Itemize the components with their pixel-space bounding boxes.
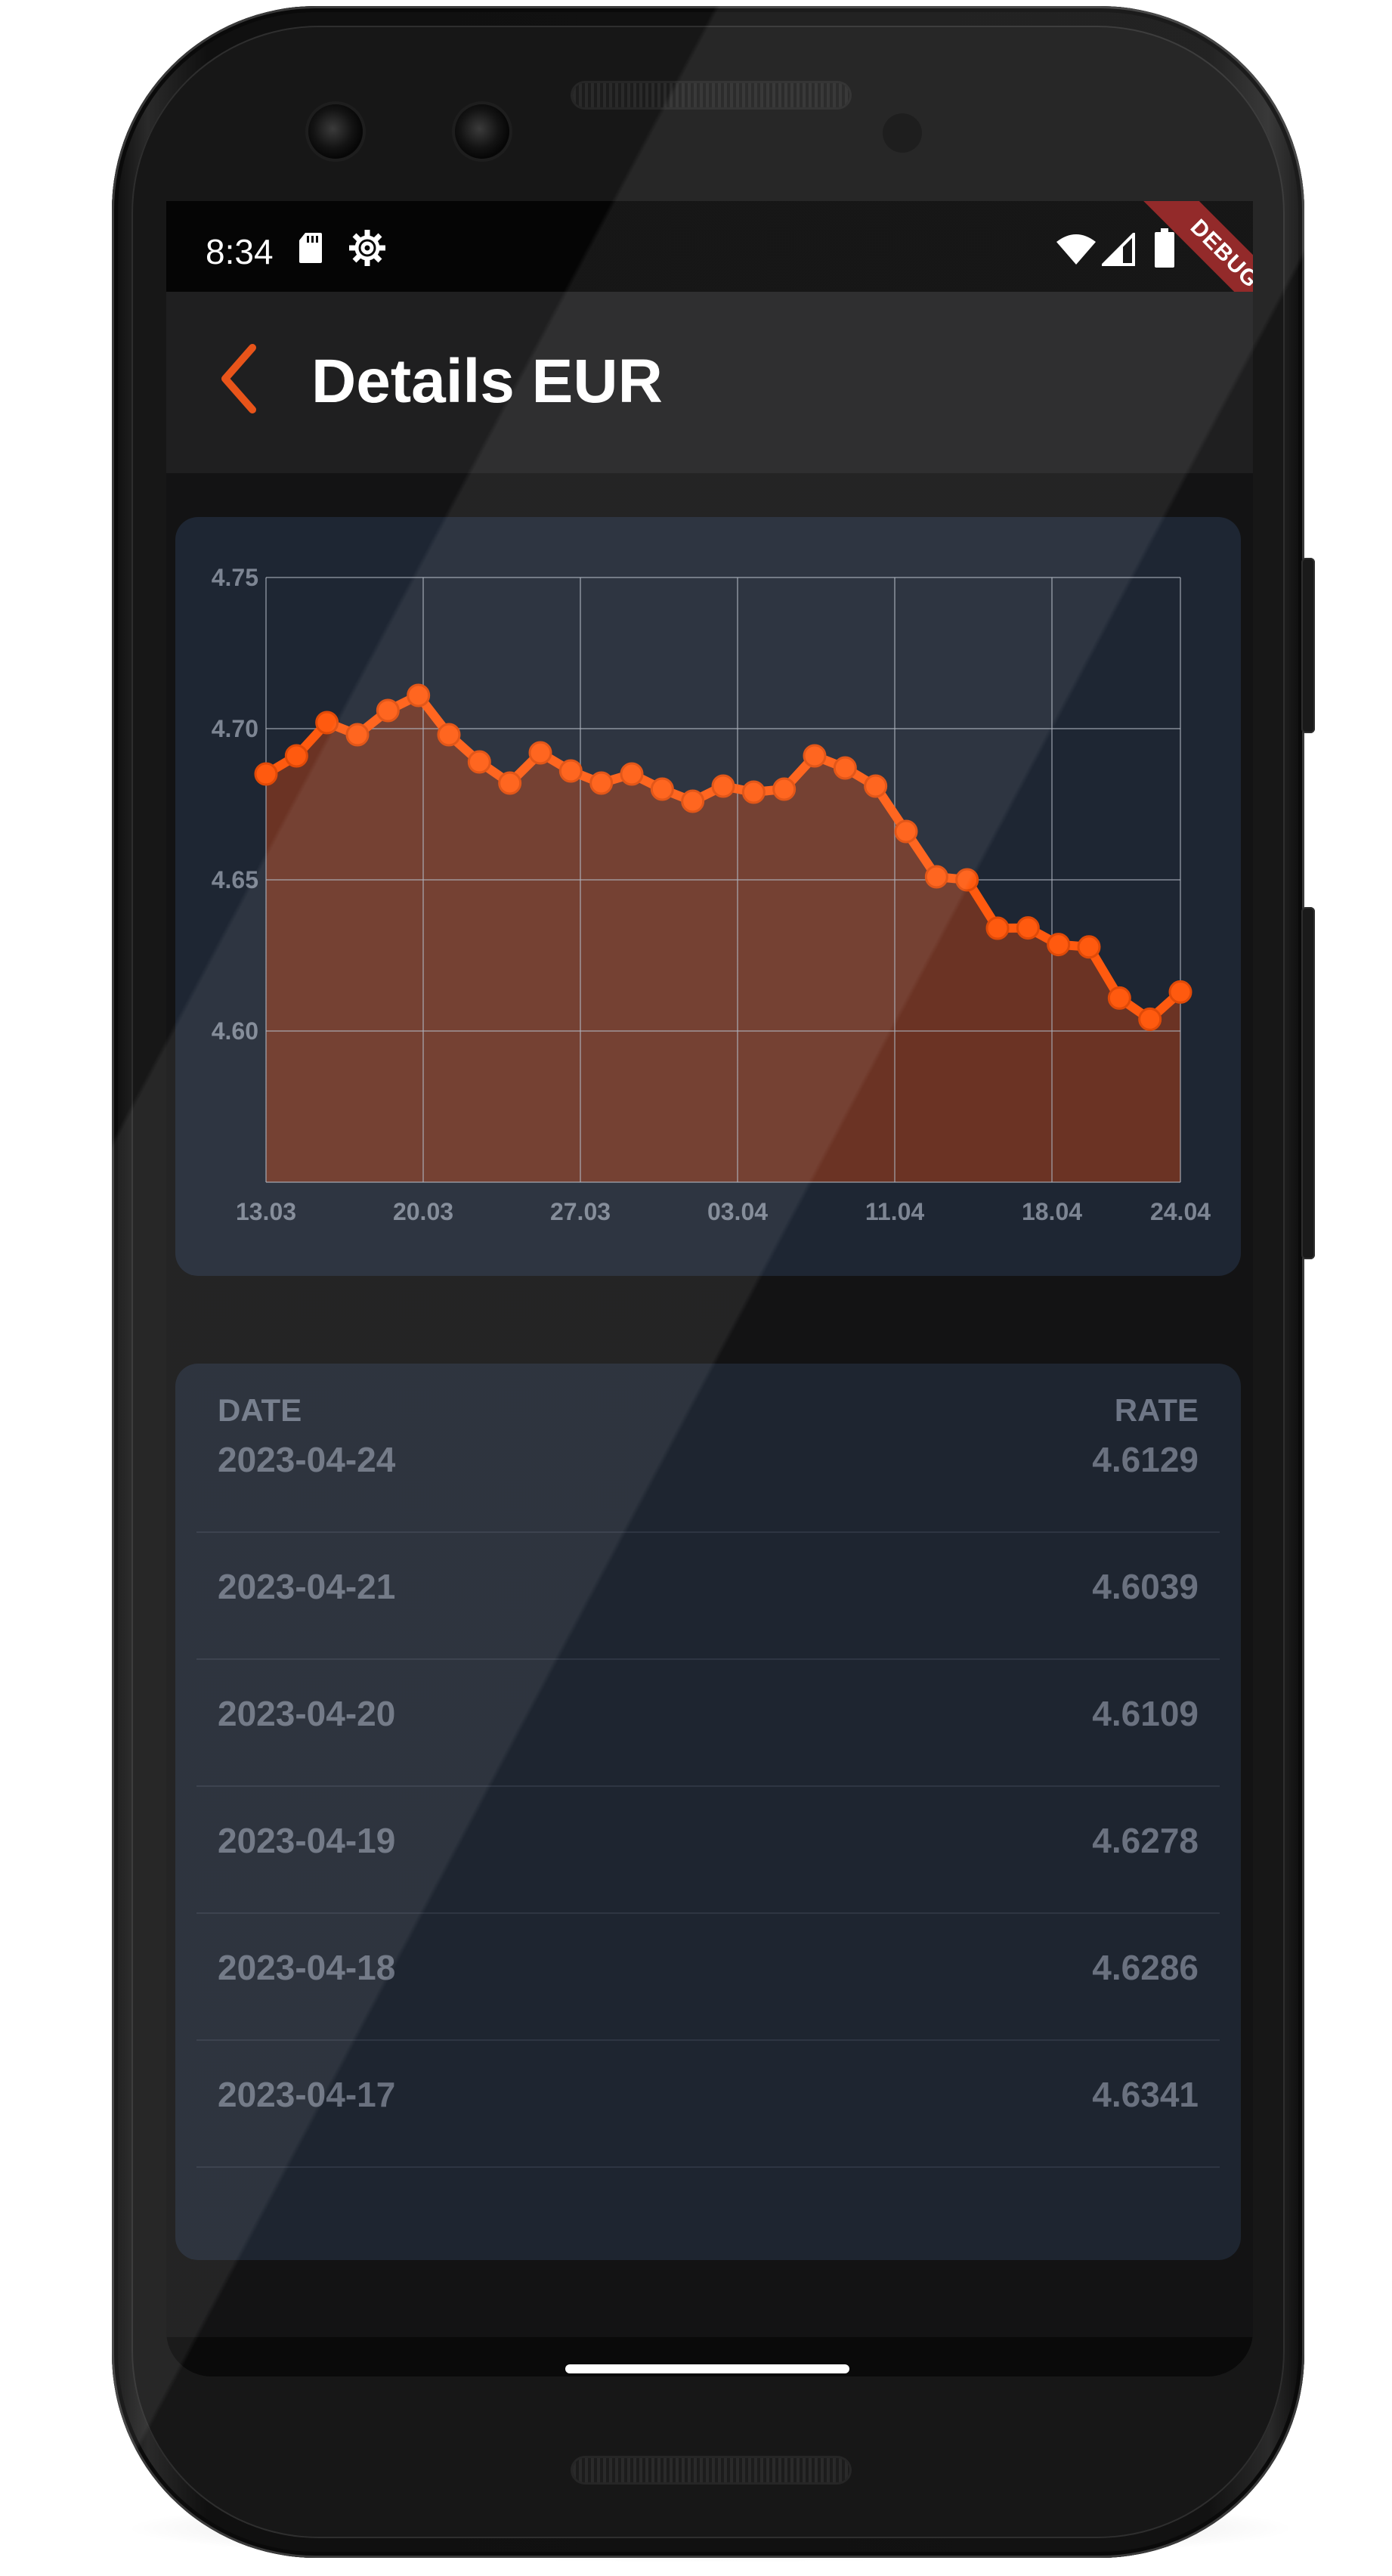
row-rate: 4.6341 bbox=[1092, 2075, 1199, 2114]
proximity-sensor bbox=[883, 113, 922, 153]
data-point bbox=[894, 819, 918, 844]
row-rate: 4.6109 bbox=[1092, 1694, 1199, 1733]
area-fill bbox=[266, 695, 1180, 1182]
y-tick-label: 4.60 bbox=[212, 1017, 258, 1045]
table-row[interactable]: 2023-04-20 4.6109 bbox=[196, 1658, 1220, 1787]
row-date: 2023-04-21 bbox=[218, 1567, 396, 1606]
data-point bbox=[833, 756, 857, 780]
row-date: 2023-04-18 bbox=[218, 1948, 396, 1987]
y-tick-label: 4.70 bbox=[212, 715, 258, 742]
row-date: 2023-04-19 bbox=[218, 1821, 396, 1860]
home-gesture-handle[interactable] bbox=[565, 2364, 849, 2373]
data-point bbox=[924, 865, 948, 889]
data-point bbox=[681, 789, 705, 813]
row-date: 2023-04-17 bbox=[218, 2075, 396, 2114]
x-tick-label: 11.04 bbox=[865, 1198, 925, 1225]
rate-chart-card: 4.75 4.70 4.65 4.60 13.03 20.03 27.03 03.04 11.0… bbox=[175, 517, 1241, 1276]
rates-table: DATE RATE 2023-04-24 4.6129 2023-04-21 4… bbox=[175, 1364, 1241, 2260]
power-button bbox=[1301, 558, 1315, 733]
row-rate: 4.6039 bbox=[1092, 1567, 1199, 1606]
x-tick-label: 18.04 bbox=[1022, 1198, 1082, 1225]
data-point bbox=[772, 777, 797, 801]
data-point bbox=[711, 774, 735, 798]
data-point bbox=[864, 774, 888, 798]
data-point bbox=[650, 777, 674, 801]
data-point bbox=[1168, 980, 1192, 1004]
front-camera-icon bbox=[455, 104, 509, 159]
sd-card-icon bbox=[299, 233, 322, 263]
earpiece-speaker bbox=[573, 83, 849, 107]
bottom-speaker bbox=[573, 2458, 849, 2482]
x-tick-label: 27.03 bbox=[550, 1198, 611, 1225]
data-point bbox=[315, 711, 339, 735]
data-point bbox=[528, 741, 552, 765]
y-tick-label: 4.65 bbox=[212, 866, 258, 893]
table-header: DATE RATE bbox=[175, 1383, 1241, 1444]
signal-icon bbox=[1102, 233, 1135, 266]
data-point bbox=[407, 683, 431, 707]
x-tick-label: 24.04 bbox=[1150, 1198, 1211, 1225]
rate-chart: 4.75 4.70 4.65 4.60 13.03 20.03 27.03 03.04 11.0… bbox=[212, 564, 1211, 1225]
data-point bbox=[741, 780, 766, 804]
row-rate: 4.6129 bbox=[1092, 1440, 1199, 1479]
x-tick-label: 03.04 bbox=[707, 1198, 768, 1225]
data-point bbox=[589, 771, 614, 795]
status-time: 8:34 bbox=[206, 232, 274, 271]
data-point bbox=[1138, 1007, 1162, 1031]
table-row[interactable]: 2023-04-17 4.6341 bbox=[196, 2039, 1220, 2168]
page-title: Details EUR bbox=[311, 347, 663, 416]
data-point bbox=[284, 744, 308, 768]
data-point bbox=[254, 762, 278, 786]
back-chevron-icon[interactable] bbox=[209, 337, 261, 420]
x-tick-label: 20.03 bbox=[393, 1198, 453, 1225]
table-row[interactable]: 2023-04-18 4.6286 bbox=[196, 1912, 1220, 2041]
data-point bbox=[1077, 935, 1101, 959]
column-header-rate: RATE bbox=[1114, 1392, 1199, 1428]
row-date: 2023-04-20 bbox=[218, 1694, 396, 1733]
data-point bbox=[498, 771, 522, 795]
y-tick-label: 4.75 bbox=[212, 564, 258, 591]
app-bar: Details EUR bbox=[166, 292, 1253, 473]
table-row[interactable]: 2023-04-21 4.6039 bbox=[196, 1531, 1220, 1660]
status-bar: 8:34 bbox=[166, 201, 1253, 343]
data-point bbox=[955, 868, 979, 892]
table-row[interactable]: 2023-04-24 4.6129 bbox=[196, 1404, 1220, 1533]
data-point bbox=[985, 916, 1010, 940]
data-point bbox=[558, 759, 583, 783]
row-rate: 4.6286 bbox=[1092, 1948, 1199, 1987]
row-rate: 4.6278 bbox=[1092, 1821, 1199, 1860]
wifi-icon bbox=[1056, 234, 1096, 265]
data-point bbox=[467, 750, 491, 774]
table-row[interactable]: 2023-04-19 4.6278 bbox=[196, 1785, 1220, 1914]
data-point bbox=[1107, 986, 1131, 1010]
data-point bbox=[1047, 933, 1071, 957]
data-point bbox=[620, 762, 644, 786]
x-tick-label: 13.03 bbox=[236, 1198, 296, 1225]
gear-icon bbox=[349, 230, 385, 266]
battery-icon bbox=[1155, 228, 1174, 268]
column-header-date: DATE bbox=[218, 1392, 302, 1428]
data-point bbox=[1016, 916, 1040, 940]
data-point bbox=[345, 723, 370, 747]
data-point bbox=[437, 723, 461, 747]
screen: 8:34 bbox=[166, 201, 1253, 2376]
data-point bbox=[803, 744, 827, 768]
front-camera-icon bbox=[308, 104, 363, 159]
volume-button bbox=[1301, 907, 1315, 1259]
row-date: 2023-04-24 bbox=[218, 1440, 396, 1479]
data-point bbox=[376, 698, 400, 723]
